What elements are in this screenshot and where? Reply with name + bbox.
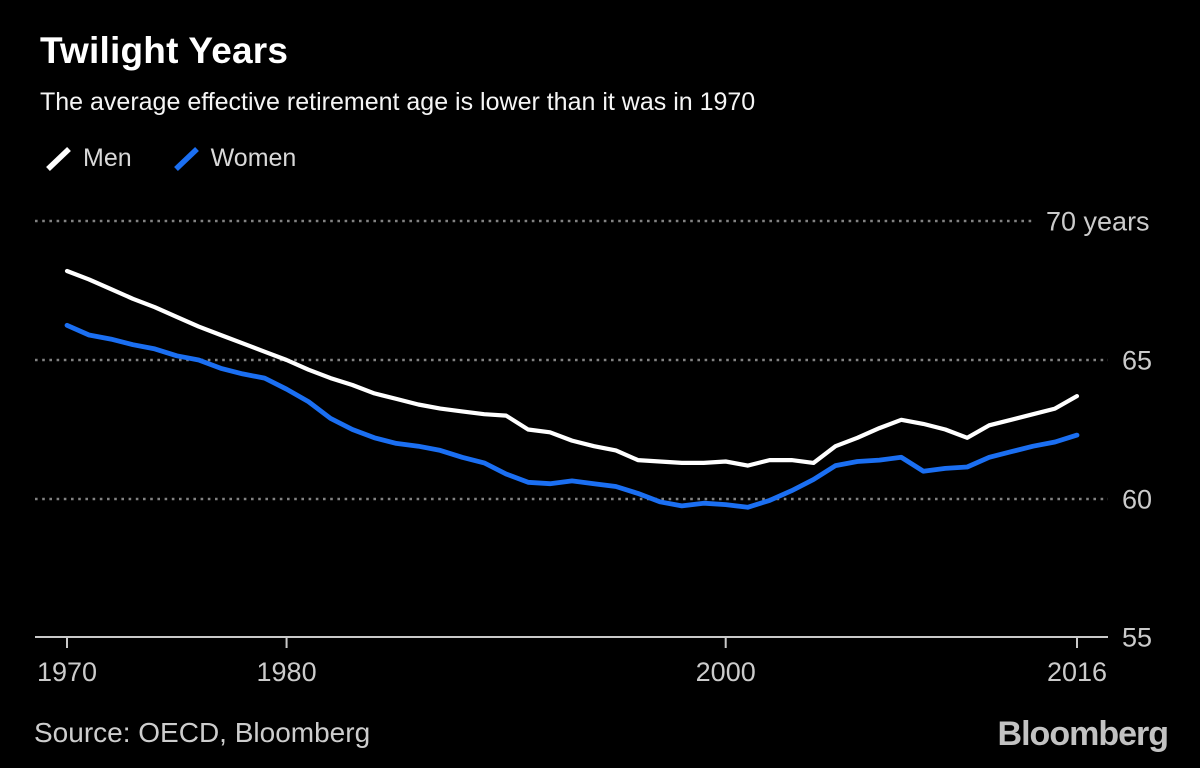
- x-axis-label-2000: 2000: [696, 657, 756, 687]
- legend-label-men: Men: [83, 144, 132, 172]
- chart-subtitle: The average effective retirement age is …: [40, 88, 756, 116]
- bloomberg-logo: Bloomberg: [997, 715, 1169, 753]
- source-credit: Source: OECD, Bloomberg: [34, 717, 371, 748]
- y-axis-label-65: 65: [1122, 345, 1152, 375]
- x-axis-label-2016: 2016: [1047, 657, 1107, 687]
- legend-item-women: Women: [172, 144, 297, 173]
- x-axis-label-1970: 1970: [37, 657, 97, 687]
- series-line-women: [64, 322, 1080, 510]
- x-axis-label-1980: 1980: [257, 657, 317, 687]
- chart-title: Twilight Years: [40, 30, 289, 71]
- y-axis-label-60: 60: [1122, 484, 1152, 514]
- y-axis-label-70: 70 years: [1046, 206, 1150, 236]
- legend: Men Women: [44, 144, 296, 173]
- women-line-marker-icon: [173, 146, 199, 171]
- legend-item-men: Men: [44, 144, 132, 173]
- y-axis-label-55: 55: [1122, 622, 1152, 652]
- series-line-men: [64, 268, 1080, 468]
- men-line-marker-icon: [46, 146, 71, 171]
- legend-label-women: Women: [210, 144, 297, 172]
